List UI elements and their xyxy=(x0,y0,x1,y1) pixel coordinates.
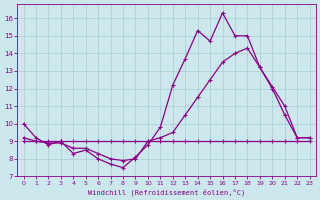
X-axis label: Windchill (Refroidissement éolien,°C): Windchill (Refroidissement éolien,°C) xyxy=(88,188,245,196)
